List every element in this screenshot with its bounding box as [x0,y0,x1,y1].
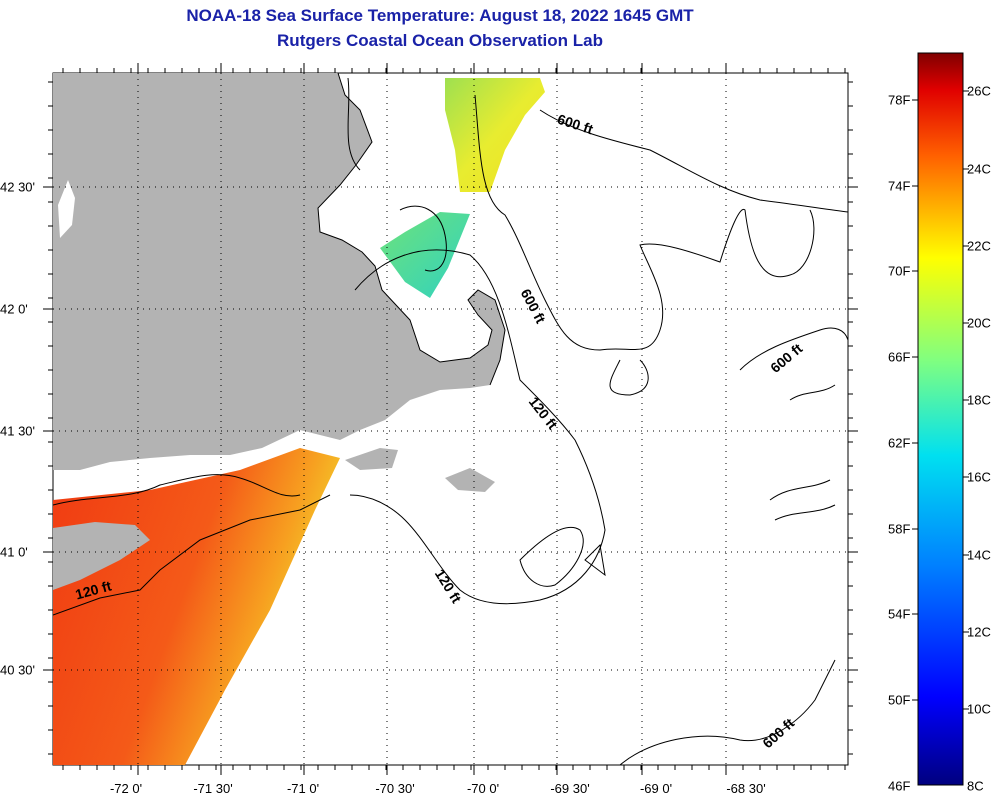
land-mainland [53,73,505,470]
lon-tick-label: -69 0' [639,781,673,796]
colorbar-f-label: 50F [888,692,911,708]
land-nantucket [445,468,495,492]
lat-tick-label: 41 30' [0,423,36,439]
colorbar-c-label: 24C [967,161,991,177]
lon-tick-label: -70 0' [466,781,500,796]
colorbar-c-label: 14C [967,547,991,563]
colorbar-c-label: 8C [967,778,984,794]
colorbar-f-label: 74F [888,178,911,194]
colorbar-f-label: 78F [888,92,911,108]
colorbar-c-label: 26C [967,83,991,99]
lon-tick-label: -71 0' [286,781,320,796]
colorbar-f-label: 54F [888,606,911,622]
colorbar-c-label: 12C [967,624,991,640]
isobath-600ft-south [619,327,848,765]
lat-tick-label: 42 30' [0,179,36,195]
map-title: NOAA-18 Sea Surface Temperature: August … [186,6,694,25]
colorbar-f-label: 58F [888,521,911,537]
lat-tick-label: 42 0' [0,301,28,317]
lon-tick-label: -68 30' [726,781,766,796]
colorbar-c-label: 18C [967,392,991,408]
colorbar [917,52,964,786]
colorbar-c-label: 22C [967,238,991,254]
land-marthas-vineyard [345,448,398,470]
colorbar-f-label: 66F [888,349,911,365]
land-long-island [53,522,150,590]
lon-tick-label: -72 0' [109,781,143,796]
lon-tick-label: -70 30' [375,781,415,796]
lat-tick-label: 40 30' [0,662,36,678]
isobath-120ft [53,249,606,616]
isobath-600ft [347,77,848,396]
lon-tick-label: -69 30' [550,781,590,796]
colorbar-f-label: 46F [888,778,911,794]
sst-bay-patch [380,212,470,298]
sst-north-swath [445,78,545,192]
colorbar-c-label: 16C [967,469,991,485]
map-subtitle: Rutgers Coastal Ocean Observation Lab [277,31,603,50]
colorbar-c-label: 20C [967,315,991,331]
colorbar-c-label: 10C [967,701,991,717]
lon-tick-label: -71 30' [193,781,233,796]
colorbar-f-label: 62F [888,435,911,451]
lat-tick-label: 41 0' [0,544,28,560]
colorbar-f-label: 70F [888,263,911,279]
